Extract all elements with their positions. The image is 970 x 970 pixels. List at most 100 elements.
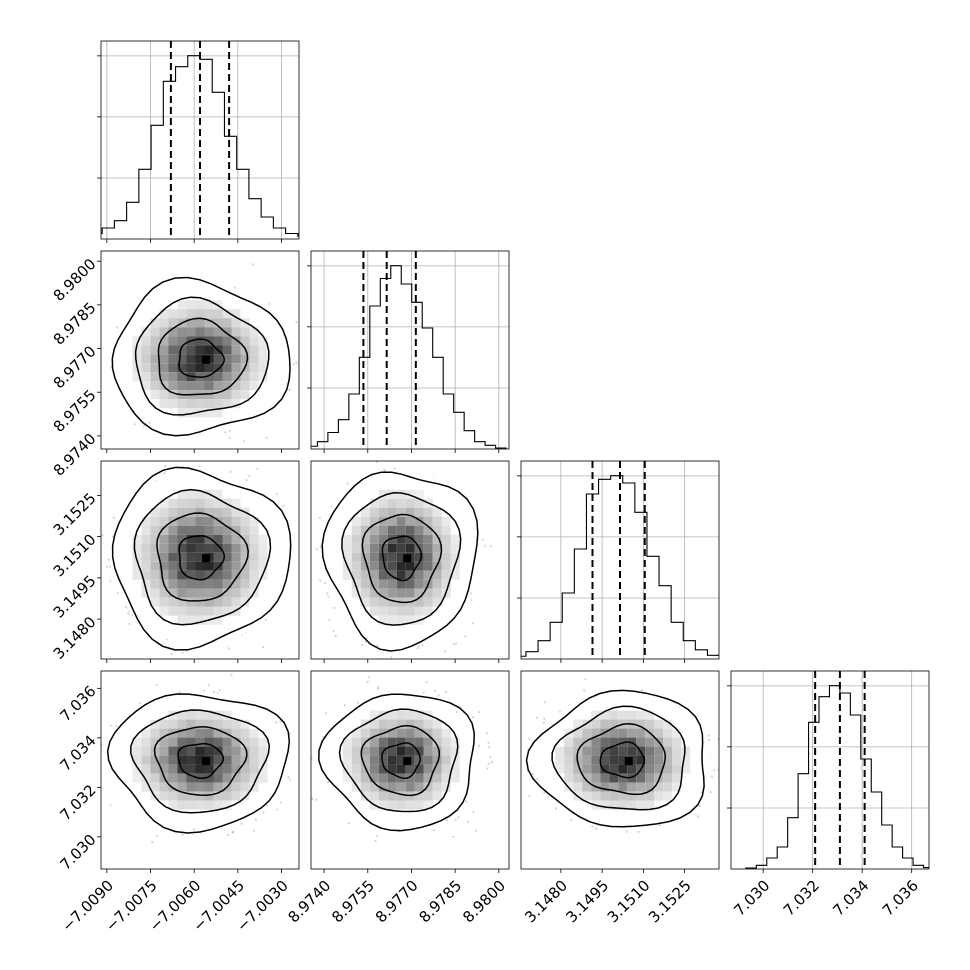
density-cell	[150, 534, 160, 544]
density-cell	[159, 318, 169, 328]
density-cell	[186, 597, 196, 607]
density-cell	[168, 570, 178, 580]
density-cell	[141, 579, 151, 589]
density-cell	[240, 543, 250, 553]
density-cell	[168, 354, 178, 364]
density-cell	[159, 552, 169, 562]
panel-frame	[100, 460, 300, 660]
density-cell	[159, 588, 169, 598]
density-cell	[387, 534, 397, 544]
density-cell	[204, 408, 214, 418]
density-cell	[168, 597, 178, 607]
density-cell	[213, 390, 223, 400]
density-cell	[378, 606, 388, 616]
density-cell	[132, 561, 142, 571]
scatter-point	[218, 453, 220, 455]
density-cell	[258, 552, 268, 562]
density-cell	[168, 309, 178, 319]
density-cell	[222, 570, 232, 580]
density-cell	[168, 399, 178, 409]
density-cell	[195, 606, 205, 616]
density-cell	[351, 543, 361, 553]
density-cell	[168, 390, 178, 400]
scatter-point	[69, 345, 71, 347]
contour-1	[156, 512, 249, 602]
scatter-point	[319, 549, 321, 551]
density-cell	[159, 327, 169, 337]
density-cell	[396, 552, 406, 562]
density-cell	[240, 525, 250, 535]
panel-frame	[100, 250, 300, 450]
density-cell	[177, 606, 187, 616]
density-cell	[351, 525, 361, 535]
panel-plot-area	[311, 251, 509, 449]
density-cell	[141, 381, 151, 391]
density-cell	[222, 588, 232, 598]
scatter-point	[105, 565, 109, 568]
density-cell	[213, 516, 223, 526]
density-cell	[213, 534, 223, 544]
scatter-point	[332, 629, 335, 633]
density-cell	[240, 372, 250, 382]
scatter-point	[128, 622, 131, 625]
scatter-point	[301, 603, 303, 605]
density-cell	[168, 345, 178, 355]
density-cell	[159, 309, 169, 319]
scatter-point	[328, 619, 331, 622]
density-cell	[186, 570, 196, 580]
density-cell	[195, 561, 205, 571]
density-cell	[186, 498, 196, 508]
density-cell	[378, 588, 388, 598]
density-cell	[168, 579, 178, 589]
density-cell	[360, 525, 370, 535]
density-cell	[231, 579, 241, 589]
scatter-point	[295, 361, 298, 364]
density-cell	[177, 408, 187, 418]
density-cell	[204, 390, 214, 400]
density-cell	[186, 381, 196, 391]
density-cell	[240, 354, 250, 364]
scatter-point	[406, 665, 408, 667]
density-cell	[195, 498, 205, 508]
scatter-point	[149, 473, 151, 475]
density-cell	[150, 372, 160, 382]
density-cell	[213, 354, 223, 364]
density-cell	[141, 516, 151, 526]
contour-3	[111, 466, 292, 651]
density-cell	[204, 363, 214, 373]
scatter-point	[319, 579, 322, 582]
density-cell	[204, 399, 214, 409]
density-cell	[213, 615, 223, 625]
density-cell	[204, 498, 214, 508]
scatter-point	[256, 467, 259, 470]
density-cell	[159, 336, 169, 346]
scatter-point	[229, 470, 232, 473]
density-cell	[231, 570, 241, 580]
density-cell	[360, 516, 370, 526]
scatter-point	[264, 618, 267, 621]
density-cell	[195, 354, 205, 364]
density-cell	[396, 543, 406, 553]
density-cell	[222, 507, 232, 517]
scatter-point	[417, 645, 421, 648]
density-cell	[177, 336, 187, 346]
contour-0	[178, 338, 225, 378]
density-cell	[369, 525, 379, 535]
scatter-point	[452, 642, 455, 646]
density-cell	[231, 561, 241, 571]
scatter-point	[308, 586, 310, 588]
density-cell	[195, 336, 205, 346]
density-cell	[186, 309, 196, 319]
scatter-point	[303, 540, 305, 542]
density-cell	[231, 336, 241, 346]
density-cell	[168, 327, 178, 337]
density-cell	[195, 543, 205, 553]
density-cell	[213, 309, 223, 319]
density-cell	[168, 498, 178, 508]
density-cell	[168, 336, 178, 346]
density-cell	[186, 300, 196, 310]
density-cell	[249, 516, 259, 526]
scatter-point	[163, 471, 166, 474]
density-cell	[186, 579, 196, 589]
density-cell	[150, 525, 160, 535]
